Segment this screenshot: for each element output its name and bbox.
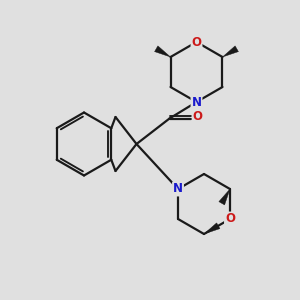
Text: O: O — [225, 212, 235, 226]
Polygon shape — [223, 46, 238, 57]
Text: N: N — [173, 182, 183, 196]
Text: O: O — [193, 110, 203, 124]
Polygon shape — [204, 223, 220, 234]
Polygon shape — [219, 189, 230, 205]
Text: O: O — [191, 35, 202, 49]
Polygon shape — [154, 46, 170, 57]
Text: N: N — [191, 95, 202, 109]
